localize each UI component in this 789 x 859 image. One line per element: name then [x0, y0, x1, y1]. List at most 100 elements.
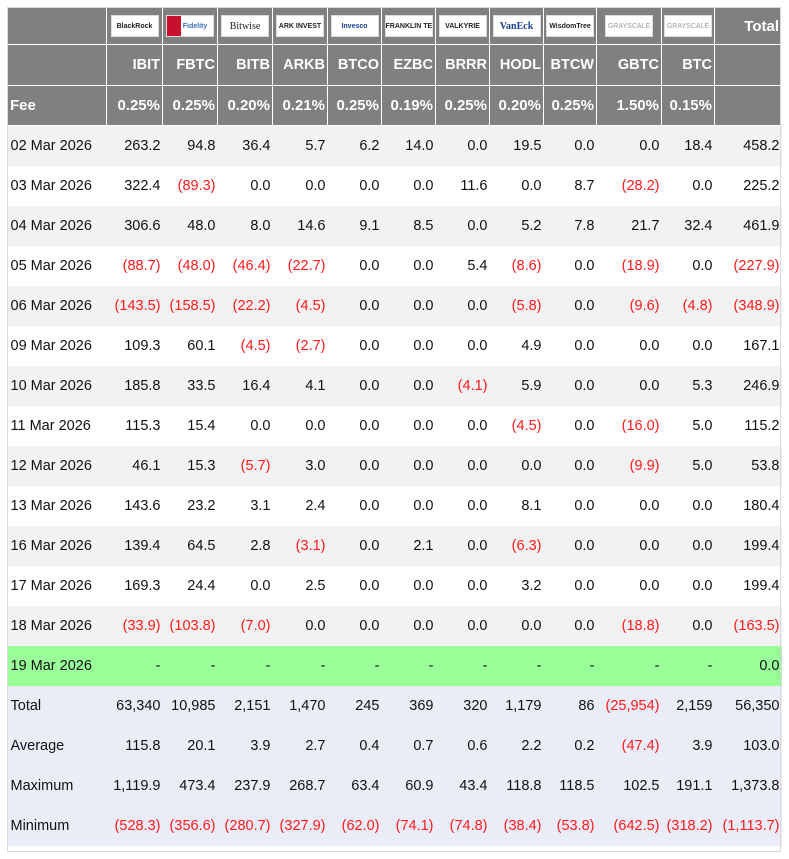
flow-value-ezbc: (74.1) [381, 806, 436, 846]
flow-value-btco: 9.1 [327, 206, 382, 246]
fee-gbtc: 1.50% [596, 85, 662, 126]
issuer-logo-btcw: WisdomTree [546, 15, 594, 37]
flow-value-btcw: 0.0 [543, 526, 597, 566]
flow-value-bitb: 0.0 [217, 166, 273, 206]
flow-value-ibit: 115.8 [106, 726, 163, 766]
table-row: 17 Mar 2026 169.3 24.4 0.0 2.5 0.0 0.0 0.0 3.2 0.… [7, 566, 782, 606]
corner-cell [7, 44, 107, 86]
flow-value-btco: 245 [327, 686, 382, 726]
ticker-header-ibit[interactable]: IBIT [106, 44, 163, 86]
fee-label: Fee [7, 85, 107, 126]
flow-value-bitb: (5.7) [217, 446, 273, 486]
flow-value-ezbc: 0.0 [381, 486, 436, 526]
flow-value-brrr: 0.0 [435, 326, 490, 366]
flow-value-btcw: 8.7 [543, 166, 597, 206]
flow-value-total: 180.4 [714, 486, 782, 526]
flow-value-gbtc: 0.0 [596, 125, 662, 166]
total-header[interactable]: Total [714, 7, 782, 45]
flow-value-hodl: - [489, 646, 544, 686]
flow-value-fbtc: 23.2 [162, 486, 218, 526]
flow-value-total: (163.5) [714, 606, 782, 646]
row-label: 03 Mar 2026 [7, 166, 107, 206]
issuer-logo-cell: GRAYSCALE [661, 7, 715, 45]
flow-value-arkb: 2.4 [272, 486, 328, 526]
ticker-header-arkb[interactable]: ARKB [272, 44, 328, 86]
flow-value-arkb: 3.0 [272, 446, 328, 486]
flow-value-ibit: 169.3 [106, 566, 163, 606]
ticker-header-ezbc[interactable]: EZBC [381, 44, 436, 86]
flow-value-fbtc: (103.8) [162, 606, 218, 646]
table-row: 18 Mar 2026 (33.9) (103.8) (7.0) 0.0 0.0 0.0 0.… [7, 606, 782, 646]
flow-value-btcw: 0.0 [543, 606, 597, 646]
issuer-logo-gbtc: GRAYSCALE [605, 15, 653, 37]
flow-value-bitb: 0.0 [217, 406, 273, 446]
issuer-logo-cell: Invesco [327, 7, 382, 45]
flow-value-btcw: 0.0 [543, 326, 597, 366]
fee-fbtc: 0.25% [162, 85, 218, 126]
flow-value-bitb: 3.1 [217, 486, 273, 526]
issuer-logo-hodl: VanEck [492, 15, 541, 37]
fee-arkb: 0.21% [272, 85, 328, 126]
flow-value-btc: (318.2) [661, 806, 715, 846]
flow-value-hodl: 5.9 [489, 366, 544, 406]
row-label: 13 Mar 2026 [7, 486, 107, 526]
flow-value-gbtc: (25,954) [596, 686, 662, 726]
flow-value-bitb: 237.9 [217, 766, 273, 806]
etf-flows-table: BlackRock Fidelity Bitwise ARK INVEST Invesc… [7, 7, 782, 846]
flow-value-arkb: 1,470 [272, 686, 328, 726]
ticker-header-gbtc[interactable]: GBTC [596, 44, 662, 86]
flow-value-btc: 18.4 [661, 125, 715, 166]
ticker-header-btc[interactable]: BTC [661, 44, 715, 86]
flow-value-fbtc: 10,985 [162, 686, 218, 726]
flow-value-hodl: (38.4) [489, 806, 544, 846]
flow-value-brrr: 0.0 [435, 406, 490, 446]
flow-value-ezbc: 0.0 [381, 366, 436, 406]
flow-value-bitb: (280.7) [217, 806, 273, 846]
flow-value-hodl: (8.6) [489, 246, 544, 286]
flow-value-total: (348.9) [714, 286, 782, 326]
issuer-logo-ibit: BlackRock [110, 15, 159, 37]
flow-value-bitb: (4.5) [217, 326, 273, 366]
ticker-header-brrr[interactable]: BRRR [435, 44, 490, 86]
ticker-header-btcw[interactable]: BTCW [543, 44, 597, 86]
flow-value-ezbc: 369 [381, 686, 436, 726]
flow-value-gbtc: 102.5 [596, 766, 662, 806]
flow-value-btcw: 0.0 [543, 486, 597, 526]
flow-value-ibit: - [106, 646, 163, 686]
row-label: 06 Mar 2026 [7, 286, 107, 326]
flow-value-bitb: (46.4) [217, 246, 273, 286]
empty-header-cell [714, 44, 782, 86]
row-label: 11 Mar 2026 [7, 406, 107, 446]
flow-value-brrr: 0.6 [435, 726, 490, 766]
flow-value-total: 115.2 [714, 406, 782, 446]
row-label: Average [7, 726, 107, 766]
flow-value-total: (1,113.7) [714, 806, 782, 846]
flow-value-ibit: (528.3) [106, 806, 163, 846]
flow-value-ibit: (88.7) [106, 246, 163, 286]
flow-value-ezbc: 0.7 [381, 726, 436, 766]
flow-value-gbtc: - [596, 646, 662, 686]
ticker-header-btco[interactable]: BTCO [327, 44, 382, 86]
flow-value-fbtc: 64.5 [162, 526, 218, 566]
flow-value-btco: 0.0 [327, 446, 382, 486]
flow-value-btc: 0.0 [661, 166, 715, 206]
row-label: 12 Mar 2026 [7, 446, 107, 486]
row-label: 17 Mar 2026 [7, 566, 107, 606]
flow-value-hodl: 0.0 [489, 166, 544, 206]
row-label: Total [7, 686, 107, 726]
flow-value-btco: 0.0 [327, 366, 382, 406]
flow-value-btcw: 0.0 [543, 125, 597, 166]
issuer-logo-cell: BlackRock [106, 7, 163, 45]
flow-value-ibit: 1,119.9 [106, 766, 163, 806]
ticker-header-bitb[interactable]: BITB [217, 44, 273, 86]
flow-value-arkb: (2.7) [272, 326, 328, 366]
flow-value-ibit: (143.5) [106, 286, 163, 326]
ticker-header-fbtc[interactable]: FBTC [162, 44, 218, 86]
ticker-header-hodl[interactable]: HODL [489, 44, 544, 86]
flow-value-ezbc: 60.9 [381, 766, 436, 806]
flow-value-brrr: 0.0 [435, 286, 490, 326]
row-label: 10 Mar 2026 [7, 366, 107, 406]
flow-value-btco: 0.0 [327, 246, 382, 286]
summary-row-average: Average 115.8 20.1 3.9 2.7 0.4 0.7 0.6 2.2 0.2 (47… [7, 726, 782, 766]
flow-value-arkb: 0.0 [272, 606, 328, 646]
